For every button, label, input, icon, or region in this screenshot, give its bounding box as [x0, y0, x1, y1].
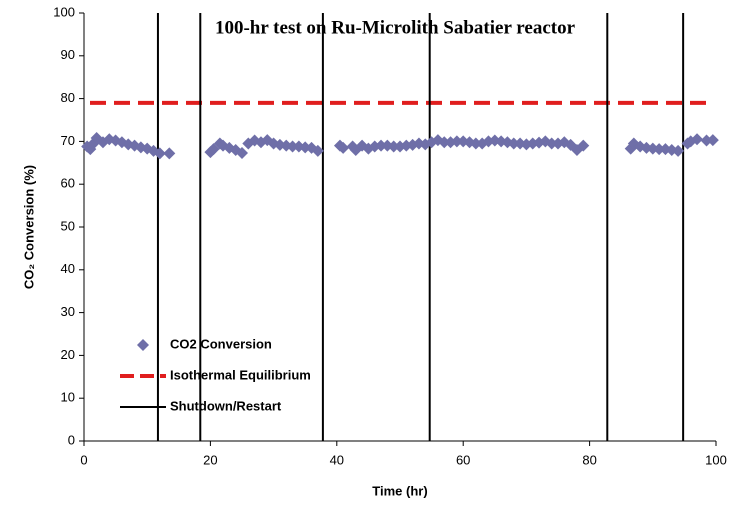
y-tick-label: 50	[61, 218, 75, 233]
data-point	[706, 134, 719, 147]
y-tick-label: 20	[61, 347, 75, 362]
data-point	[153, 147, 166, 160]
y-tick-label: 30	[61, 304, 75, 319]
data-point	[236, 146, 248, 159]
y-tick-label: 90	[61, 47, 75, 62]
legend-label: Shutdown/Restart	[170, 398, 282, 413]
x-tick-label: 60	[456, 452, 470, 467]
y-tick-label: 40	[61, 261, 75, 276]
legend-label: CO2 Conversion	[170, 336, 272, 351]
data-point	[507, 137, 520, 150]
data-point	[545, 137, 558, 150]
y-tick-label: 100	[53, 4, 75, 19]
x-tick-label: 80	[582, 452, 596, 467]
data-point	[248, 134, 261, 147]
data-point	[577, 139, 590, 152]
y-tick-label: 70	[61, 133, 75, 148]
data-point	[438, 136, 451, 149]
data-point	[163, 147, 176, 160]
data-point	[450, 135, 463, 148]
data-point	[286, 140, 299, 153]
legend-label: Isothermal Equilibrium	[170, 367, 311, 382]
y-tick-label: 80	[61, 90, 75, 105]
y-axis-label: CO₂ Conversion (%)	[21, 165, 36, 289]
x-axis-label: Time (hr)	[372, 483, 427, 498]
chart-title: 100-hr test on Ru-Microlith Sabatier rea…	[215, 17, 576, 38]
y-tick-label: 10	[61, 390, 75, 405]
x-tick-label: 0	[80, 452, 87, 467]
x-tick-label: 40	[330, 452, 344, 467]
x-tick-label: 20	[203, 452, 217, 467]
y-tick-label: 60	[61, 176, 75, 191]
x-tick-label: 100	[705, 452, 727, 467]
data-point	[387, 140, 400, 153]
data-point	[672, 144, 685, 157]
data-point	[469, 137, 482, 150]
data-point	[311, 144, 324, 157]
data-point	[375, 139, 388, 152]
data-point	[691, 133, 704, 146]
data-point	[653, 143, 666, 156]
data-point	[337, 141, 350, 154]
legend-marker	[137, 339, 149, 351]
y-tick-label: 0	[68, 432, 75, 447]
